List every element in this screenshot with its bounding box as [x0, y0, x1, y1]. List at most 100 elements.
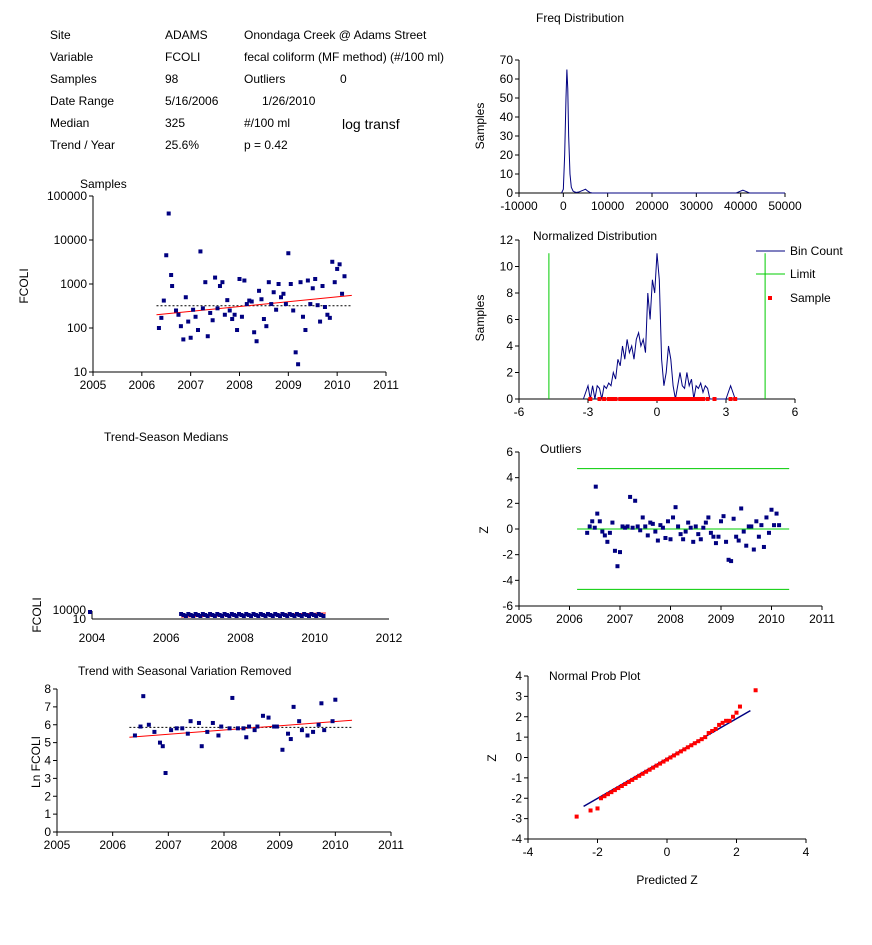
deseason-point — [152, 729, 157, 734]
probplot-ylabel: Z — [485, 754, 499, 761]
normdist-title: Normalized Distribution — [533, 229, 657, 243]
outliers-point — [630, 525, 635, 530]
trend-season-point — [265, 612, 270, 616]
freq-x-tick-label: 20000 — [635, 199, 669, 213]
probplot-point — [574, 814, 579, 819]
samples-y-tick-label: 100 — [67, 321, 87, 335]
normdist-sample-point — [659, 397, 664, 401]
samples-point — [213, 275, 218, 280]
samples-title: Samples — [80, 177, 127, 191]
outliers-point — [633, 498, 638, 503]
summary-value: FCOLI — [165, 50, 201, 64]
trend-season-x-tick-label: 2012 — [376, 631, 403, 645]
probplot-y-tick-label: 4 — [515, 669, 522, 683]
outliers-x-tick-label: 2009 — [708, 612, 735, 626]
trend-season-point — [181, 613, 186, 617]
outliers-point — [645, 533, 650, 538]
samples-x-tick-label: 2010 — [324, 378, 351, 392]
trend-season-point — [215, 612, 220, 616]
summary-label: Trend / Year — [50, 138, 115, 152]
outliers-point — [759, 523, 764, 528]
samples-point — [156, 326, 161, 330]
samples-point — [327, 315, 332, 320]
normdist-sample-point — [638, 397, 643, 401]
samples-point — [300, 314, 305, 319]
outliers-x-tick-label: 2007 — [607, 612, 634, 626]
legend-bincount-label: Bin Count — [790, 244, 843, 258]
trend-season-point — [292, 614, 297, 618]
outliers-point — [754, 519, 759, 524]
samples-point — [288, 282, 293, 286]
samples-point — [298, 280, 303, 285]
samples-point — [247, 298, 252, 303]
probplot-point — [692, 741, 697, 746]
samples-x-tick-label: 2009 — [275, 378, 302, 392]
normdist-sample-point — [609, 397, 613, 401]
normdist-sample-point — [634, 397, 639, 401]
normdist-sample-point — [671, 397, 676, 401]
samples-point — [257, 288, 262, 293]
probplot-point — [696, 739, 701, 744]
outliers-point — [587, 524, 592, 529]
legend-sample-swatch — [768, 296, 772, 300]
trend-season-x-tick-label: 2006 — [153, 631, 180, 645]
normdist-sample-point — [712, 397, 717, 401]
probplot-y-tick-label: 0 — [515, 751, 522, 765]
normdist-y-tick-label: 0 — [506, 392, 513, 406]
trend-season-point — [205, 614, 210, 618]
normdist-x-tick-label: -6 — [514, 405, 525, 419]
samples-x-tick-label: 2005 — [80, 378, 107, 392]
samples-point — [235, 328, 240, 333]
samples-point — [227, 308, 232, 313]
deseason-point — [291, 704, 296, 709]
normdist-sample-point — [673, 397, 678, 401]
trend-season-point — [208, 612, 213, 616]
probplot-point — [706, 731, 711, 736]
trend-season-point — [183, 614, 188, 618]
probplot-point — [658, 761, 663, 766]
outliers-x-tick-label: 2006 — [556, 612, 583, 626]
samples-point — [239, 314, 244, 319]
samples-point — [178, 324, 183, 329]
outliers-point — [686, 520, 691, 525]
outliers-point — [739, 506, 744, 511]
outliers-point — [736, 538, 741, 543]
legend-sample-label: Sample — [790, 291, 831, 305]
trend-season-point — [282, 613, 287, 617]
outliers-point — [600, 529, 605, 534]
deseason-y-tick-label: 1 — [44, 807, 51, 821]
deseason-point — [235, 726, 240, 731]
normdist-y-tick-label: 4 — [506, 339, 513, 353]
outliers-y-tick-label: -4 — [502, 573, 513, 587]
summary-value: 5/16/2006 — [165, 94, 219, 108]
trend-season-point — [280, 612, 285, 616]
samples-point — [318, 319, 323, 324]
probplot-x-tick-label: 4 — [803, 845, 810, 859]
normdist-y-tick-label: 12 — [500, 233, 514, 247]
deseason-point — [330, 719, 335, 724]
deseason-point — [163, 771, 168, 776]
outliers-point — [597, 519, 602, 524]
deseason-point — [227, 726, 232, 731]
samples-point — [274, 307, 279, 312]
outliers-point — [612, 548, 617, 553]
trend-season-point — [224, 613, 229, 617]
samples-point — [244, 302, 249, 307]
samples-point — [266, 280, 271, 285]
samples-point — [164, 253, 169, 258]
normdist-sample-point — [618, 397, 623, 401]
deseason-point — [205, 729, 210, 734]
probplot-xlabel: Predicted Z — [636, 873, 697, 887]
summary-value: 325 — [165, 116, 186, 130]
outliers-point — [744, 543, 749, 548]
normdist-sample-point — [622, 397, 627, 401]
outliers-point — [761, 544, 766, 549]
deseason-x-tick-label: 2008 — [211, 838, 238, 852]
outliers-point — [592, 525, 597, 530]
summary-label: Variable — [50, 50, 94, 64]
samples-point — [269, 302, 274, 307]
trend-season-point — [249, 614, 254, 618]
outliers-point — [719, 519, 723, 524]
outliers-point — [726, 557, 731, 562]
trend-season-point — [297, 613, 302, 617]
